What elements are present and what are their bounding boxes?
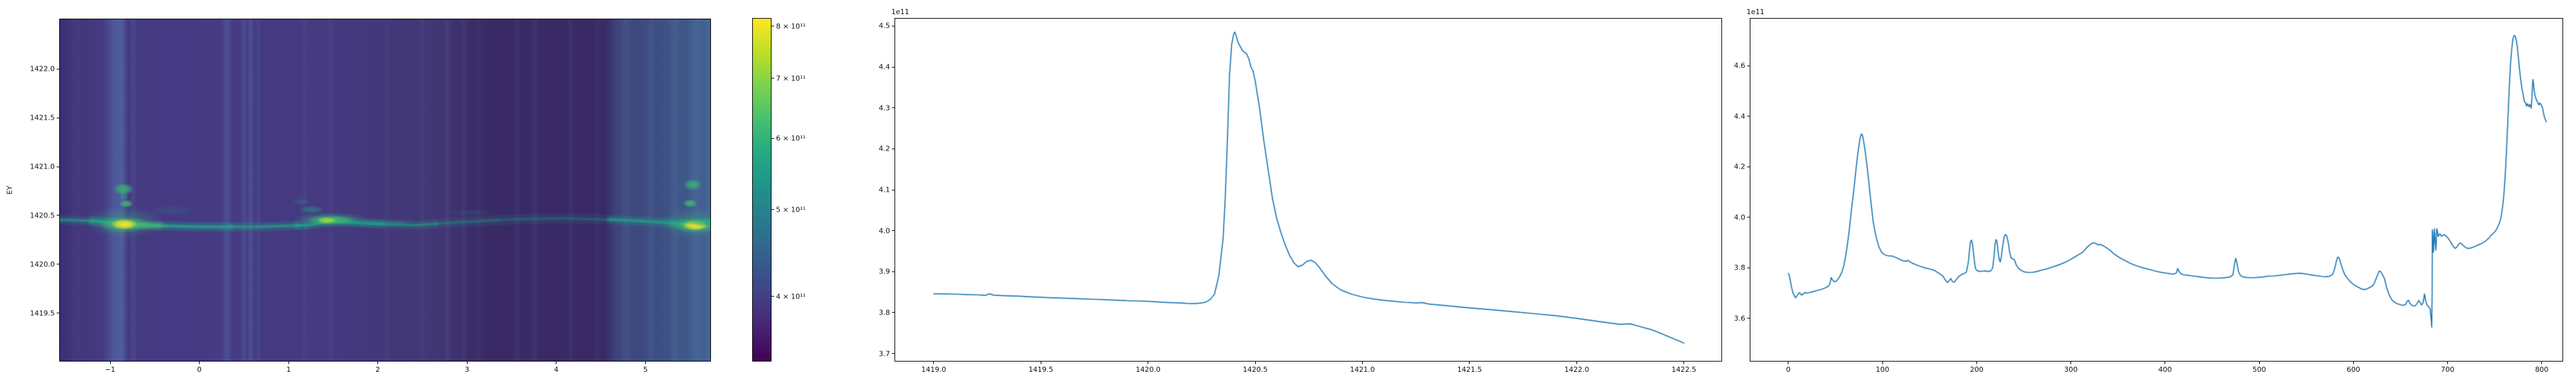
y-tick-label: 4.0 xyxy=(1734,213,1746,222)
y-tick-mark xyxy=(892,353,895,354)
x-tick-mark xyxy=(933,362,934,364)
x-tick-label: 1421.0 xyxy=(1350,365,1375,374)
y-tick-label: 4.2 xyxy=(878,144,891,153)
x-tick-label: 300 xyxy=(2064,365,2078,374)
y-tick-label: 1420.0 xyxy=(30,260,55,269)
colorbar-tick-mark xyxy=(772,138,774,139)
y-tick-label: 1419.5 xyxy=(30,309,55,318)
y-tick-mark xyxy=(892,312,895,313)
x-tick-mark xyxy=(2070,362,2072,364)
spectrum-line-plot xyxy=(895,19,1721,361)
y-axis-title: EY xyxy=(5,185,14,194)
x-tick-mark xyxy=(1882,362,1883,364)
x-tick-label: 3 xyxy=(464,365,469,374)
y-tick-label: 3.6 xyxy=(1734,314,1746,323)
y-tick-mark xyxy=(892,107,895,109)
x-tick-label: −1 xyxy=(104,365,116,374)
y-tick-label: 3.8 xyxy=(1734,263,1746,272)
x-tick-mark xyxy=(1683,362,1685,364)
y-tick-label: 4.1 xyxy=(878,185,891,194)
x-tick-mark xyxy=(645,362,646,364)
x-tick-label: 400 xyxy=(2158,365,2172,374)
y-tick-label: 1420.5 xyxy=(30,211,55,220)
x-tick-mark xyxy=(466,362,468,364)
x-tick-mark xyxy=(2164,362,2166,364)
colorbar-gradient xyxy=(753,19,771,361)
x-tick-label: 0 xyxy=(197,365,202,374)
heatmap-image xyxy=(60,19,710,361)
y-tick-label: 4.0 xyxy=(878,226,891,235)
x-tick-mark xyxy=(1469,362,1470,364)
y-tick-label: 4.3 xyxy=(878,104,891,113)
y-tick-label: 1421.5 xyxy=(30,113,55,122)
y-tick-label: 3.8 xyxy=(878,308,891,317)
y-tick-mark xyxy=(892,271,895,272)
y-tick-label: 4.5 xyxy=(878,21,891,30)
colorbar-tick-label: 4 × 10¹¹ xyxy=(776,292,806,301)
x-tick-label: 1420.5 xyxy=(1242,365,1268,374)
y-tick-label: 1422.0 xyxy=(30,64,55,73)
x-tick-label: 1419.0 xyxy=(921,365,947,374)
colorbar-tick-mark xyxy=(772,296,774,297)
x-tick-label: 5 xyxy=(643,365,648,374)
x-tick-mark xyxy=(377,362,379,364)
colorbar-tick-label: 8 × 10¹¹ xyxy=(776,22,806,31)
y-tick-mark xyxy=(57,215,59,216)
colorbar-tick-label: 7 × 10¹¹ xyxy=(776,74,806,83)
x-tick-mark xyxy=(199,362,200,364)
x-tick-mark xyxy=(1255,362,1256,364)
x-tick-label: 2 xyxy=(375,365,381,374)
y-tick-label: 1421.0 xyxy=(30,162,55,171)
x-tick-label: 1422.5 xyxy=(1671,365,1697,374)
x-tick-label: 800 xyxy=(2535,365,2549,374)
x-tick-mark xyxy=(2259,362,2260,364)
x-tick-label: 100 xyxy=(1875,365,1889,374)
x-tick-label: 700 xyxy=(2441,365,2455,374)
y-tick-label: 4.2 xyxy=(1734,162,1746,171)
x-tick-label: 1420.0 xyxy=(1135,365,1160,374)
y-tick-mark xyxy=(892,66,895,68)
x-tick-mark xyxy=(1976,362,1977,364)
x-tick-label: 200 xyxy=(1969,365,1984,374)
y-axis-offset-label: 1e11 xyxy=(891,8,909,16)
y-tick-label: 3.7 xyxy=(878,349,891,358)
x-tick-label: 1419.5 xyxy=(1028,365,1054,374)
y-tick-mark xyxy=(892,230,895,232)
x-tick-mark xyxy=(2541,362,2543,364)
x-tick-label: 0 xyxy=(1786,365,1791,374)
colorbar-tick-label: 6 × 10¹¹ xyxy=(776,134,806,143)
x-tick-label: 1421.5 xyxy=(1457,365,1482,374)
x-tick-label: 1422.0 xyxy=(1564,365,1589,374)
x-tick-label: 4 xyxy=(554,365,559,374)
x-tick-label: 600 xyxy=(2346,365,2360,374)
x-tick-mark xyxy=(2447,362,2448,364)
x-tick-mark xyxy=(1362,362,1363,364)
y-tick-label: 3.9 xyxy=(878,267,891,276)
x-tick-label: 500 xyxy=(2252,365,2266,374)
x-tick-label: 1 xyxy=(286,365,291,374)
colorbar-tick-mark xyxy=(772,209,774,210)
y-tick-label: 4.4 xyxy=(1734,112,1746,121)
timeseries-line-plot xyxy=(1750,19,2562,361)
x-tick-mark xyxy=(2353,362,2354,364)
y-axis-offset-label: 1e11 xyxy=(1747,8,1765,16)
colorbar-tick-label: 5 × 10¹¹ xyxy=(776,205,806,214)
y-tick-label: 4.4 xyxy=(878,62,891,71)
y-tick-label: 4.6 xyxy=(1734,61,1746,70)
x-tick-mark xyxy=(109,362,111,364)
